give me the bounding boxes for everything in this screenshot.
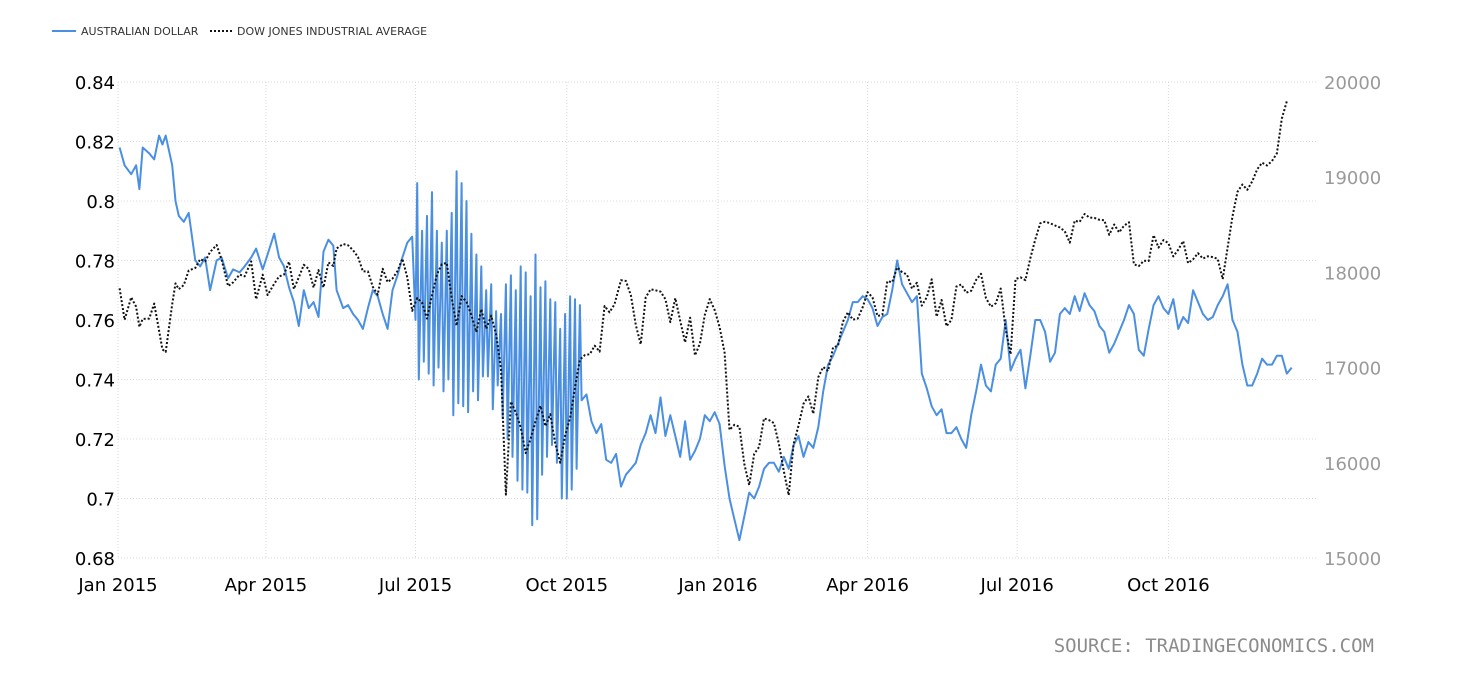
- y-right-tick-label: 18000: [1324, 263, 1381, 284]
- x-tick-label: Oct 2015: [525, 575, 608, 596]
- y-left-tick-label: 0.78: [75, 252, 115, 273]
- y-axis-left: 0.68 0.7 0.72 0.74 0.76 0.78 0.8 0.82 0.84: [75, 73, 115, 570]
- x-tick-label: Oct 2016: [1127, 575, 1210, 596]
- chart-legend: AUSTRALIAN DOLLAR DOW JONES INDUSTRIAL A…: [52, 25, 427, 38]
- x-tick-label: Jul 2015: [378, 575, 452, 596]
- y-left-tick-label: 0.76: [75, 311, 115, 332]
- source-label: SOURCE: TRADINGECONOMICS.COM: [1054, 635, 1374, 657]
- y-right-tick-label: 16000: [1324, 454, 1381, 475]
- series-australian-dollar: [118, 134, 1293, 542]
- x-tick-label: Jan 2015: [77, 575, 157, 596]
- series-line: [118, 134, 1293, 542]
- x-axis: Jan 2015 Apr 2015 Jul 2015 Oct 2015 Jan 2016…: [77, 575, 1209, 596]
- y-left-tick-label: 0.68: [75, 549, 115, 570]
- y-left-tick-label: 0.8: [86, 192, 115, 213]
- x-tick-label: Jan 2016: [677, 575, 757, 596]
- y-left-tick-label: 0.84: [75, 73, 115, 94]
- series-line: [118, 101, 1288, 497]
- y-right-tick-label: 20000: [1324, 73, 1381, 94]
- y-axis-right: 15000 16000 17000 18000 19000 20000: [1324, 73, 1381, 570]
- y-right-tick-label: 15000: [1324, 549, 1381, 570]
- x-tick-label: Jul 2016: [980, 575, 1054, 596]
- x-tick-label: Apr 2015: [225, 575, 308, 596]
- y-right-tick-label: 17000: [1324, 359, 1381, 380]
- legend-label-aud: AUSTRALIAN DOLLAR: [81, 25, 199, 38]
- y-left-tick-label: 0.72: [75, 430, 115, 451]
- y-left-tick-label: 0.74: [75, 371, 115, 392]
- y-left-tick-label: 0.82: [75, 133, 115, 154]
- x-tick-label: Apr 2016: [826, 575, 909, 596]
- legend-label-dow: DOW JONES INDUSTRIAL AVERAGE: [237, 25, 427, 38]
- chart-grid: [117, 81, 1318, 559]
- y-left-tick-label: 0.7: [86, 490, 115, 511]
- series-dow-jones: [118, 101, 1288, 497]
- y-right-tick-label: 19000: [1324, 168, 1381, 189]
